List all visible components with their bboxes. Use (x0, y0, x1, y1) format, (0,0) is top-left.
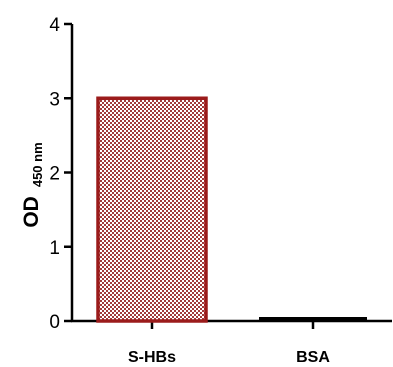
y-axis: 0 1 2 3 4 (49, 15, 74, 333)
x-category-label: S-HBs (128, 349, 176, 366)
y-axis-label-main: OD (20, 196, 43, 228)
y-tick-label: 4 (49, 15, 60, 36)
category-labels: S-HBs BSA (128, 349, 330, 366)
y-axis-label-subscript: 450 nm (30, 142, 45, 187)
x-category-label: BSA (296, 349, 330, 366)
bar-s-hbs (96, 96, 208, 323)
y-tick-label: 3 (49, 89, 60, 110)
bar-bsa (259, 317, 367, 321)
y-tick-label: 2 (49, 164, 60, 185)
y-tick-label: 0 (49, 312, 60, 333)
bars (96, 96, 367, 323)
y-axis-label: OD 450 nm (20, 142, 45, 227)
y-tick-label: 1 (49, 238, 60, 259)
